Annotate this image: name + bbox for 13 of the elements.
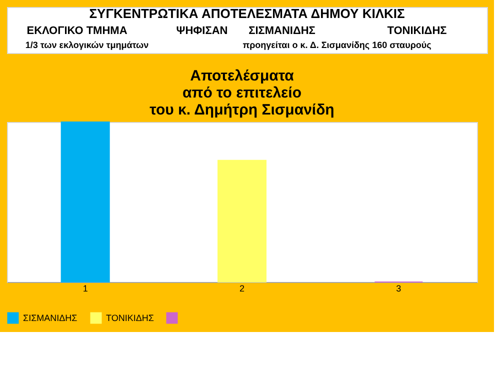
text: 1/3 των εκλογικών τμημάτων	[25, 40, 149, 50]
chart-title: Αποτελέσματα από το επιτελείο του κ. Δημήτρη Σισμανίδη	[150, 68, 334, 118]
x-tick-label: 1	[82, 284, 88, 294]
x-tick-label: 3	[396, 284, 402, 294]
text: ΕΚΛΟΓΙΚΟ ΤΜΗΜΑ	[26, 25, 128, 37]
text: ΣΥΓΚΕΝΤΡΩΤΙΚΑ ΑΠΟΤΕΛΕΣΜΑΤΑ ΔΗΜΟΥ ΚΙΛΚΙΣ	[89, 6, 405, 21]
text: προηγείται ο κ. Δ. Σισμανίδης 160 σταυρούς	[242, 40, 432, 50]
legend-label: ΤΟΝΙΚΙΔΗΣ	[106, 313, 154, 323]
text: ΣΙΣΜΑΝΙΔΗΣ	[248, 25, 316, 37]
text: ΨΗΦΙΣΑΝ	[176, 25, 228, 37]
text: ΤΟΝΙΚΙΔΗΣ	[387, 25, 448, 37]
x-tick-label: 2	[239, 284, 245, 294]
legend-label: ΣΙΣΜΑΝΙΔΗΣ	[23, 313, 78, 323]
